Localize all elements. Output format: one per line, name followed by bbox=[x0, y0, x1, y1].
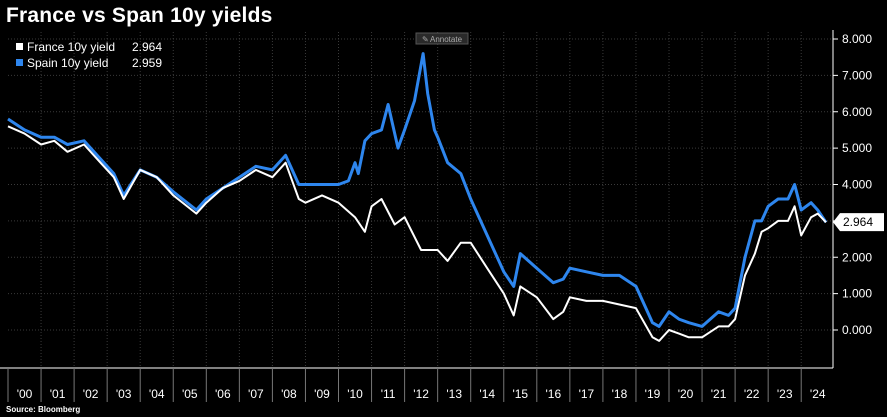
x-tick-label: '03 bbox=[116, 387, 132, 401]
x-tick-label: '18 bbox=[612, 387, 628, 401]
x-tick-label: '05 bbox=[182, 387, 198, 401]
annotate-label: Annotate bbox=[430, 35, 463, 44]
series-line-france bbox=[7, 125, 827, 342]
x-tick-label: '10 bbox=[347, 387, 363, 401]
y-tick-label: 7.000 bbox=[842, 68, 872, 82]
chart-title: France vs Span 10y yields bbox=[6, 4, 273, 27]
current-value-tag-shape bbox=[833, 213, 884, 232]
x-tick-label: '13 bbox=[446, 387, 462, 401]
x-tick-label: '01 bbox=[50, 387, 66, 401]
legend-item-france: France 10y yield 2.964 bbox=[16, 40, 162, 54]
x-axis: '00 '01 '02 '03 '04 '05 '06 '07 '08 '09 '10 '11 '12 '… bbox=[0, 367, 833, 402]
x-tick-label: '04 bbox=[149, 387, 165, 401]
x-tick-label: '22 bbox=[744, 387, 760, 401]
series-layer bbox=[7, 52, 828, 342]
y-tick-label: 4.000 bbox=[842, 178, 872, 192]
x-tick-label: '14 bbox=[479, 387, 495, 401]
current-value-label: 2.964 bbox=[843, 215, 873, 229]
x-tick-label: '07 bbox=[248, 387, 264, 401]
y-tick-label: 2.000 bbox=[842, 250, 872, 264]
x-tick-label: '16 bbox=[546, 387, 562, 401]
x-tick-label: '24 bbox=[810, 387, 826, 401]
x-tick-label: '09 bbox=[314, 387, 330, 401]
y-axis: 8.0007.0006.0005.0004.0003.0002.0001.000… bbox=[832, 30, 872, 368]
legend: France 10y yield 2.964 Spain 10y yield 2… bbox=[16, 40, 162, 70]
x-tick-label: '19 bbox=[645, 387, 661, 401]
x-tick-label: '08 bbox=[281, 387, 297, 401]
y-tick-label: 6.000 bbox=[842, 105, 872, 119]
x-tick-label: '20 bbox=[678, 387, 694, 401]
x-tick-label: '17 bbox=[579, 387, 595, 401]
x-tick-label: '06 bbox=[215, 387, 231, 401]
x-tick-label: '11 bbox=[381, 387, 396, 401]
legend-label-france: France 10y yield bbox=[27, 40, 115, 54]
legend-item-spain: Spain 10y yield 2.959 bbox=[16, 56, 162, 70]
legend-value-france: 2.964 bbox=[132, 40, 162, 54]
legend-swatch-spain bbox=[16, 59, 23, 66]
current-value-tag: 2.964 bbox=[833, 213, 884, 232]
legend-label-spain: Spain 10y yield bbox=[27, 56, 108, 70]
x-tick-label: '21 bbox=[711, 387, 727, 401]
x-tick-label: '15 bbox=[512, 387, 528, 401]
legend-swatch-france bbox=[16, 43, 23, 50]
annotate-icon: ✎ bbox=[422, 35, 429, 44]
source-note: Source: Bloomberg bbox=[6, 405, 81, 414]
y-tick-label: 0.000 bbox=[842, 323, 872, 337]
legend-value-spain: 2.959 bbox=[132, 56, 162, 70]
y-tick-label: 8.000 bbox=[842, 32, 872, 46]
x-tick-label: '12 bbox=[413, 387, 429, 401]
x-tick-label: '23 bbox=[777, 387, 793, 401]
x-tick-label: '00 bbox=[17, 387, 33, 401]
y-tick-label: 1.000 bbox=[842, 287, 872, 301]
grid-layer bbox=[8, 32, 833, 368]
series-line-spain bbox=[7, 52, 828, 328]
x-tick-label: '02 bbox=[83, 387, 99, 401]
annotate-button[interactable]: ✎ Annotate bbox=[415, 32, 469, 45]
y-tick-label: 5.000 bbox=[842, 141, 872, 155]
